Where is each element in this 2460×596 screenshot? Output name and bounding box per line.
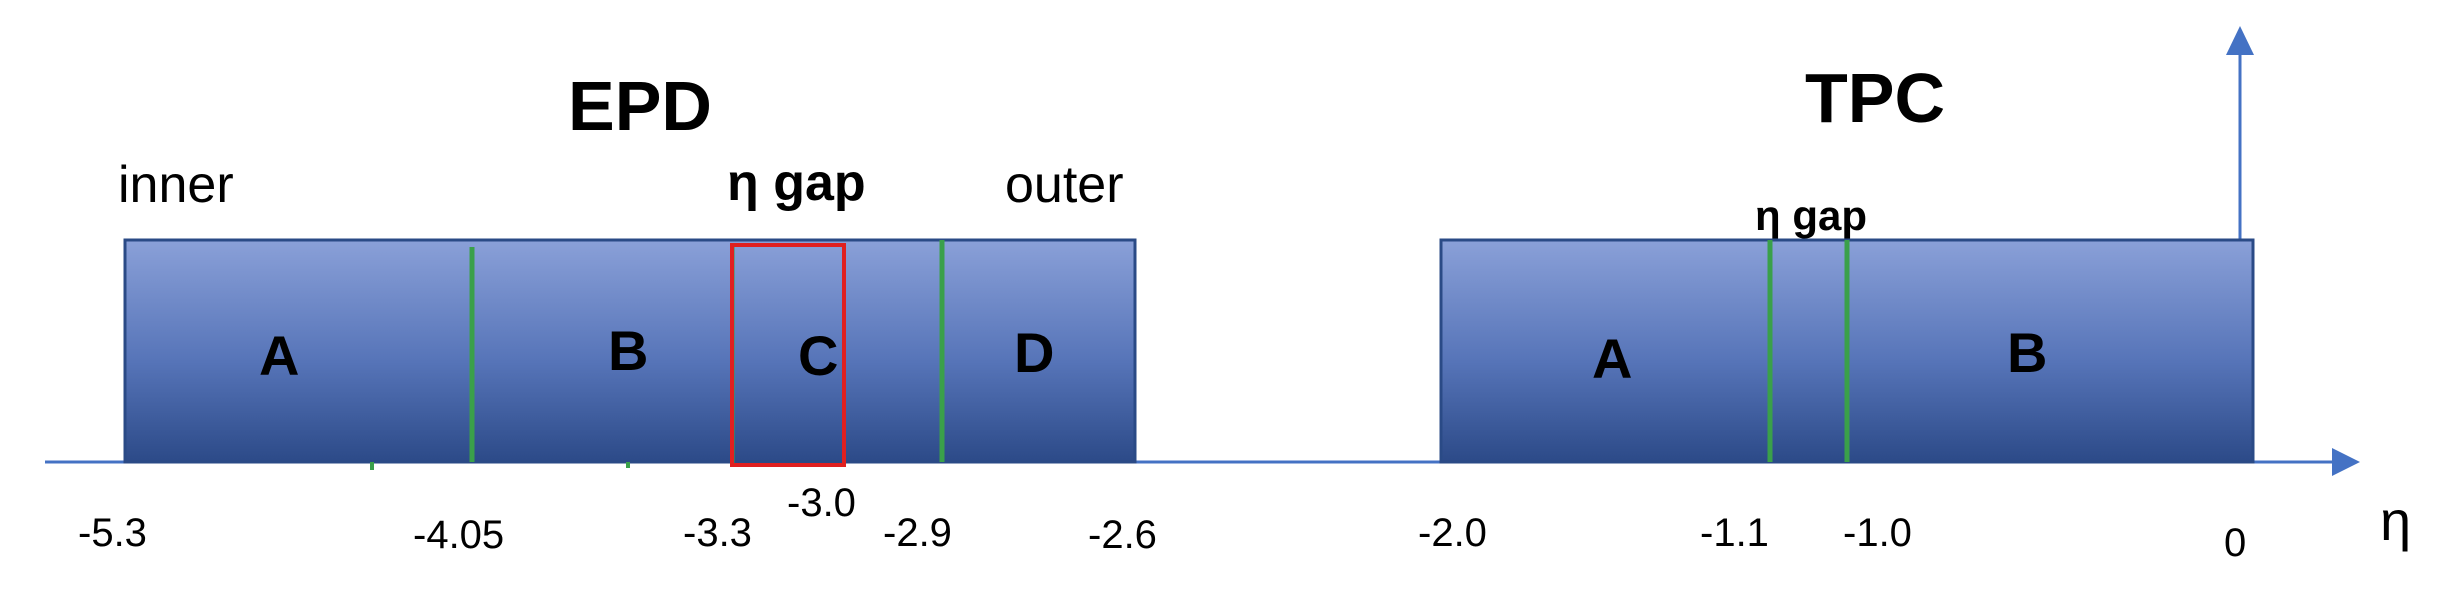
tick-label: -1.0 [1843,511,1912,555]
tick-label: -3.0 [787,481,856,525]
epd-outer-label: outer [1005,156,1124,214]
epd-bar [123,238,1137,464]
vertical-axis-arrowhead [2226,26,2254,55]
tick-label: 0 [2224,521,2246,565]
epd-segment-b: B [608,319,648,382]
tick-label: -5.3 [78,511,147,555]
tpc-gap-label: η gap [1755,192,1867,239]
epd-segment-d: D [1014,321,1054,384]
tick-label: -2.6 [1088,513,1157,557]
tpc-segment-b: B [2007,321,2047,384]
tick-label: -4.05 [413,513,504,557]
epd-title: EPD [568,67,712,145]
epd-gap-label: η gap [727,154,866,212]
epd-segment-a: A [259,324,299,387]
eta-axis-arrowhead [2332,448,2360,476]
epd-inner-label: inner [118,156,234,214]
tpc-title: TPC [1805,59,1945,137]
tick-label: -3.3 [683,511,752,555]
epd-segment-c: C [798,324,838,387]
tick-label: -2.9 [883,511,952,555]
epd-gap-box [730,243,846,467]
tpc-segment-a: A [1592,327,1632,390]
tick-label: -2.0 [1418,511,1487,555]
tick-label: -1.1 [1700,511,1769,555]
eta-axis-label: η [2380,489,2411,552]
